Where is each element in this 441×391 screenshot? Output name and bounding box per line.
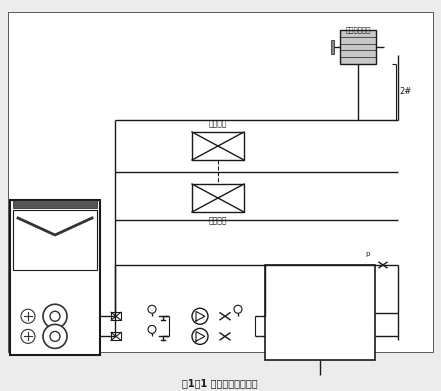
Bar: [8, 12, 433, 352]
Circle shape: [21, 329, 35, 343]
Text: 末端风盘: 末端风盘: [209, 216, 227, 225]
Circle shape: [50, 332, 60, 341]
Circle shape: [50, 311, 60, 321]
Bar: [111, 312, 121, 320]
Bar: [331, 40, 334, 54]
Circle shape: [148, 305, 156, 313]
Circle shape: [43, 304, 67, 328]
Bar: [111, 332, 121, 341]
Circle shape: [234, 305, 242, 313]
Text: 2#: 2#: [399, 88, 411, 97]
Bar: [13, 200, 97, 208]
Text: 开式膨胀水箱: 开式膨胀水箱: [345, 26, 371, 32]
Bar: [10, 200, 100, 355]
Bar: [340, 30, 376, 64]
Bar: [265, 265, 375, 360]
Circle shape: [192, 328, 208, 344]
Circle shape: [21, 309, 35, 323]
Bar: [192, 184, 244, 212]
Text: p: p: [366, 251, 370, 257]
Circle shape: [148, 325, 156, 334]
Circle shape: [192, 308, 208, 324]
Text: 末端风盘: 末端风盘: [209, 119, 227, 128]
Circle shape: [43, 325, 67, 348]
Text: 图1－1 闭水管膨胀点定压: 图1－1 闭水管膨胀点定压: [182, 378, 258, 388]
Bar: [13, 210, 97, 270]
Bar: [192, 132, 244, 160]
